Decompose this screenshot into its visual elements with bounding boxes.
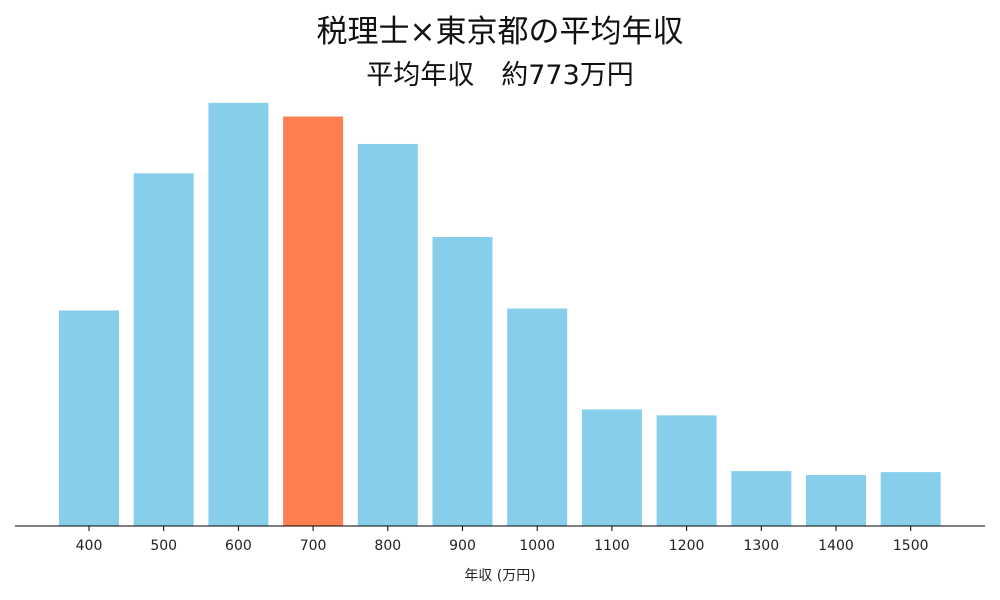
x-tick-label-800: 800 (374, 538, 401, 554)
x-axis-label: 年収 (万円) (464, 568, 535, 584)
x-tick-label-500: 500 (150, 538, 177, 554)
bar-1300 (731, 471, 792, 526)
bar-1400 (806, 475, 866, 526)
bar-400 (59, 310, 119, 526)
x-tick-label-1000: 1000 (519, 538, 555, 554)
bar-1100 (581, 409, 642, 526)
x-tick-label-1500: 1500 (893, 538, 929, 554)
chart-title: 税理士×東京都の平均年収 (317, 14, 684, 50)
bar-700 (283, 116, 344, 527)
bars-group (59, 102, 941, 527)
bar-800 (357, 143, 418, 527)
x-tick-label-600: 600 (225, 538, 252, 554)
x-tick-label-1300: 1300 (743, 538, 779, 554)
bar-1500 (880, 472, 941, 527)
bar-600 (208, 102, 269, 526)
x-tick-label-1400: 1400 (818, 538, 854, 554)
x-ticks-group: 400 500 600 700 800 900 1000 1100 1200 1300 1400 15… (76, 526, 929, 554)
bar-1000 (507, 308, 568, 526)
bar-500 (133, 173, 194, 527)
chart-subtitle: 平均年収 約773万円 (366, 60, 634, 91)
x-tick-label-1100: 1100 (594, 538, 630, 554)
x-tick-label-400: 400 (76, 538, 103, 554)
x-tick-label-700: 700 (300, 538, 327, 554)
x-tick-label-900: 900 (449, 538, 476, 554)
bar-900 (432, 237, 493, 526)
x-tick-label-1200: 1200 (669, 538, 705, 554)
bar-1200 (656, 415, 717, 526)
